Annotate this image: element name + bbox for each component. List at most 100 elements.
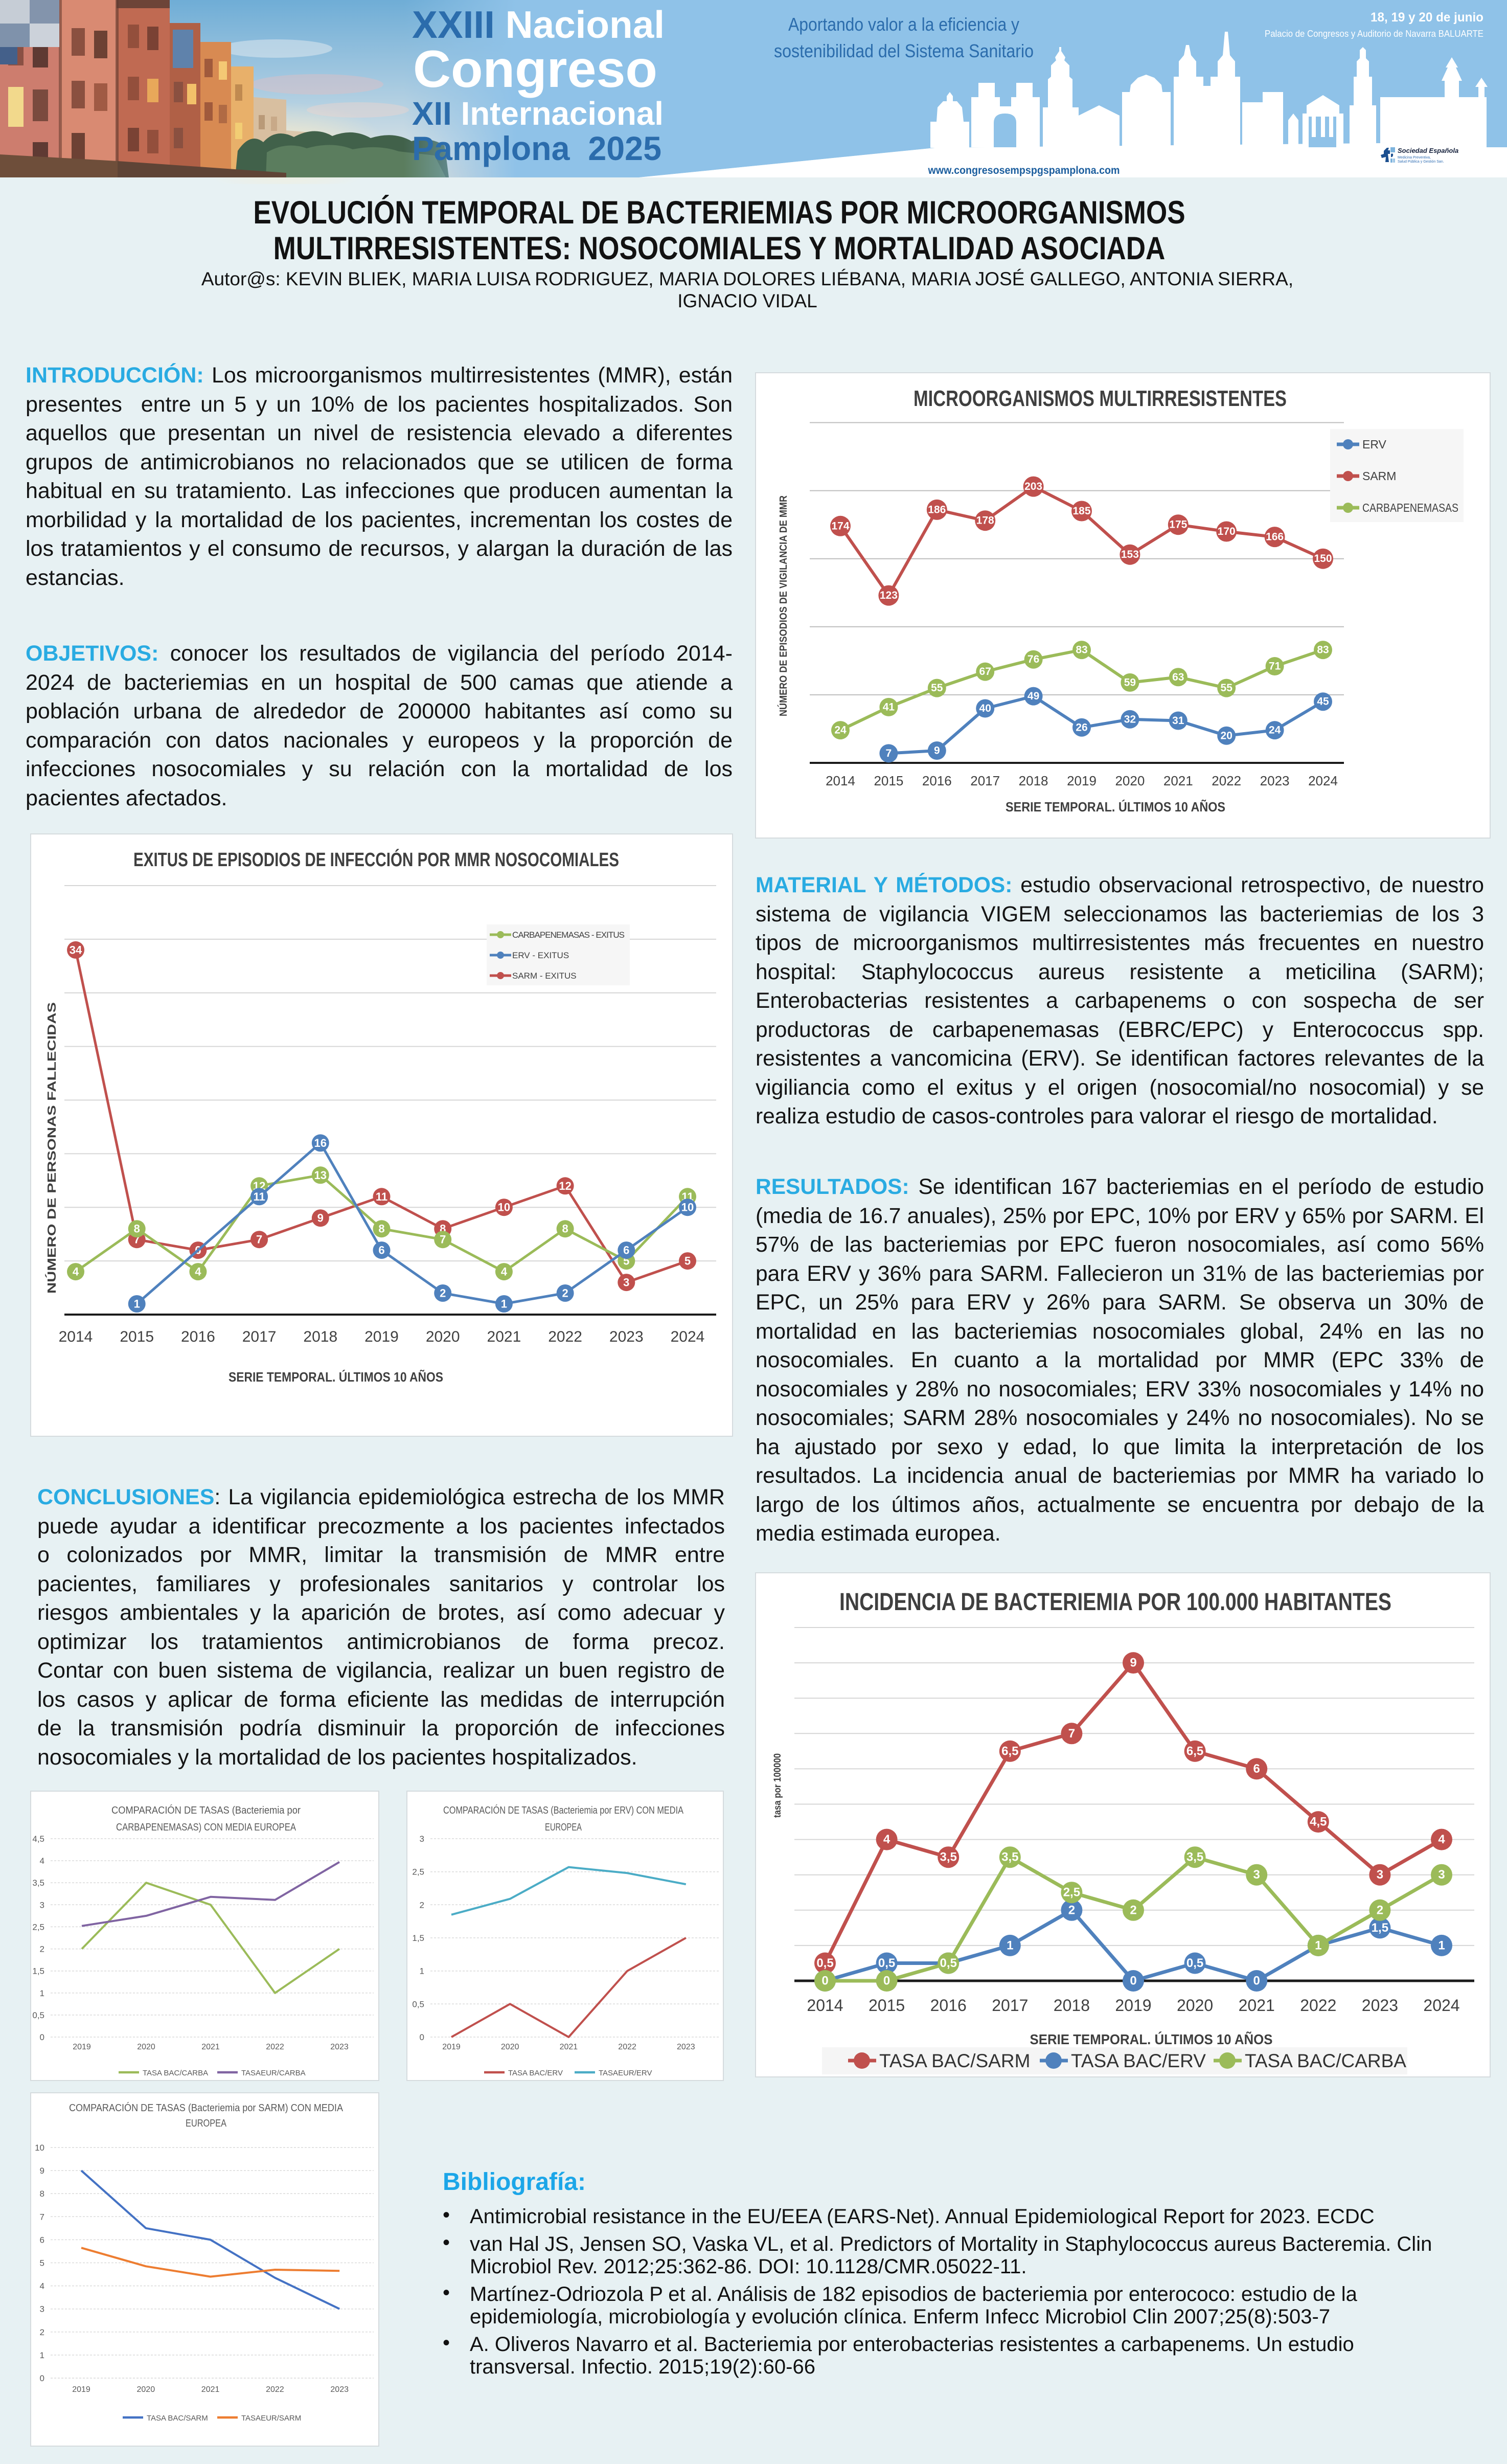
svg-text:2021: 2021	[1239, 1996, 1275, 2015]
svg-text:0,5: 0,5	[878, 1956, 895, 1970]
svg-text:16: 16	[314, 1137, 327, 1149]
svg-text:2019: 2019	[364, 1328, 399, 1345]
svg-text:0: 0	[40, 2032, 44, 2042]
svg-text:NÚMERO DE EPISODIOS DE VIGILAN: NÚMERO DE EPISODIOS DE VIGILANCIA DE MMR	[777, 495, 789, 716]
svg-text:6: 6	[1253, 1762, 1260, 1776]
svg-text:4: 4	[40, 2281, 44, 2291]
svg-text:32: 32	[1124, 713, 1136, 725]
svg-text:5: 5	[684, 1255, 691, 1268]
svg-text:Salud Pública y Gestión San.: Salud Pública y Gestión San.	[1398, 160, 1444, 164]
svg-text:7: 7	[256, 1233, 262, 1246]
svg-text:1: 1	[420, 1966, 424, 1976]
svg-text:ERV: ERV	[1362, 438, 1387, 451]
svg-text:3: 3	[1253, 1868, 1260, 1882]
svg-text:0: 0	[1253, 1974, 1260, 1988]
svg-text:12: 12	[559, 1180, 571, 1192]
svg-text:9: 9	[1130, 1656, 1136, 1670]
svg-text:63: 63	[1172, 671, 1184, 683]
svg-text:2022: 2022	[618, 2043, 636, 2051]
svg-text:2: 2	[1068, 1903, 1075, 1917]
svg-text:2023: 2023	[1260, 773, 1290, 788]
svg-text:83: 83	[1317, 644, 1329, 656]
svg-text:26: 26	[1076, 721, 1087, 733]
svg-text:7: 7	[40, 2212, 44, 2222]
svg-text:55: 55	[931, 682, 943, 694]
svg-text:2021: 2021	[201, 2043, 220, 2051]
svg-text:5: 5	[40, 2258, 44, 2268]
svg-text:11: 11	[376, 1190, 387, 1203]
svg-text:10: 10	[681, 1201, 694, 1214]
svg-text:4: 4	[73, 1265, 79, 1278]
svg-text:40: 40	[979, 703, 991, 714]
svg-text:2015: 2015	[869, 1996, 905, 2015]
svg-text:3,5: 3,5	[940, 1850, 957, 1864]
svg-text:59: 59	[1124, 676, 1136, 688]
svg-text:2020: 2020	[1115, 773, 1145, 788]
svg-text:CARBAPENEMASAS: CARBAPENEMASAS	[1362, 501, 1458, 514]
svg-text:SARM: SARM	[1362, 469, 1396, 483]
svg-text:1: 1	[134, 1298, 140, 1310]
svg-text:2021: 2021	[560, 2043, 578, 2051]
svg-text:0: 0	[821, 1974, 828, 1988]
svg-text:2020: 2020	[501, 2043, 519, 2051]
svg-text:0: 0	[1130, 1974, 1136, 1988]
svg-text:2017: 2017	[242, 1328, 277, 1345]
svg-text:67: 67	[979, 666, 991, 677]
svg-text:4,5: 4,5	[1310, 1815, 1327, 1829]
svg-text:7: 7	[1068, 1727, 1075, 1740]
svg-text:Aportando valor a la eficienci: Aportando valor a la eficiencia y	[788, 14, 1019, 35]
svg-text:1,5: 1,5	[412, 1933, 424, 1943]
svg-text:45: 45	[1317, 696, 1329, 708]
svg-text:8: 8	[378, 1223, 384, 1235]
svg-text:13: 13	[314, 1169, 327, 1182]
svg-text:2020: 2020	[137, 2043, 155, 2051]
svg-text:150: 150	[1314, 553, 1332, 564]
svg-text:123: 123	[880, 590, 898, 601]
svg-text:2019: 2019	[1067, 773, 1097, 788]
svg-text:2020: 2020	[1177, 1996, 1213, 2015]
svg-text:2023: 2023	[1362, 1996, 1398, 2015]
svg-text:9: 9	[934, 745, 940, 757]
svg-text:2015: 2015	[120, 1328, 154, 1345]
svg-text:6,5: 6,5	[1001, 1744, 1018, 1758]
svg-text:2016: 2016	[181, 1328, 215, 1345]
svg-text:0,5: 0,5	[816, 1956, 833, 1970]
svg-text:76: 76	[1028, 653, 1039, 665]
svg-text:1: 1	[40, 1988, 44, 1998]
svg-text:2016: 2016	[922, 773, 952, 788]
svg-text:4: 4	[195, 1265, 201, 1278]
svg-text:2020: 2020	[137, 2385, 155, 2394]
svg-text:COMPARACIÓN DE TASAS (Bacterie: COMPARACIÓN DE TASAS (Bacteriemia por SA…	[69, 2102, 344, 2114]
svg-text:TASA BAC/CARBA: TASA BAC/CARBA	[1245, 2050, 1406, 2071]
svg-text:1,5: 1,5	[32, 1966, 44, 1976]
svg-text:2: 2	[40, 1945, 44, 1954]
svg-text:2023: 2023	[677, 2043, 695, 2051]
svg-text:8: 8	[40, 2189, 44, 2199]
svg-text:2023: 2023	[330, 2043, 349, 2051]
svg-text:174: 174	[831, 520, 849, 532]
svg-text:2,5: 2,5	[412, 1867, 424, 1877]
svg-text:0,5: 0,5	[1186, 1956, 1203, 1970]
svg-text:6: 6	[623, 1244, 629, 1257]
svg-text:2024: 2024	[1423, 1996, 1459, 2015]
svg-text:0,5: 0,5	[32, 2010, 44, 2020]
svg-text:1: 1	[1315, 1938, 1321, 1952]
svg-text:2020: 2020	[426, 1328, 460, 1345]
svg-text:2018: 2018	[1019, 773, 1048, 788]
svg-text:2: 2	[562, 1287, 568, 1300]
svg-text:3: 3	[40, 1900, 44, 1910]
svg-text:Pamplona 2025: Pamplona 2025	[412, 129, 661, 167]
svg-text:TASAEUR/ERV: TASAEUR/ERV	[599, 2069, 652, 2077]
svg-text:6,5: 6,5	[1186, 1744, 1203, 1758]
svg-text:3: 3	[420, 1834, 424, 1844]
svg-text:3: 3	[623, 1276, 629, 1289]
svg-text:1: 1	[1438, 1938, 1445, 1952]
svg-text:COMPARACIÓN DE TASAS (Bacterie: COMPARACIÓN DE TASAS (Bacteriemia por ER…	[443, 1804, 684, 1816]
svg-text:166: 166	[1266, 531, 1284, 543]
svg-text:3,5: 3,5	[32, 1878, 44, 1888]
svg-text:7: 7	[440, 1233, 446, 1246]
svg-text:153: 153	[1121, 549, 1139, 560]
svg-text:2014: 2014	[59, 1328, 93, 1345]
svg-text:TASA BAC/SARM: TASA BAC/SARM	[879, 2050, 1030, 2071]
svg-text:2015: 2015	[874, 773, 903, 788]
